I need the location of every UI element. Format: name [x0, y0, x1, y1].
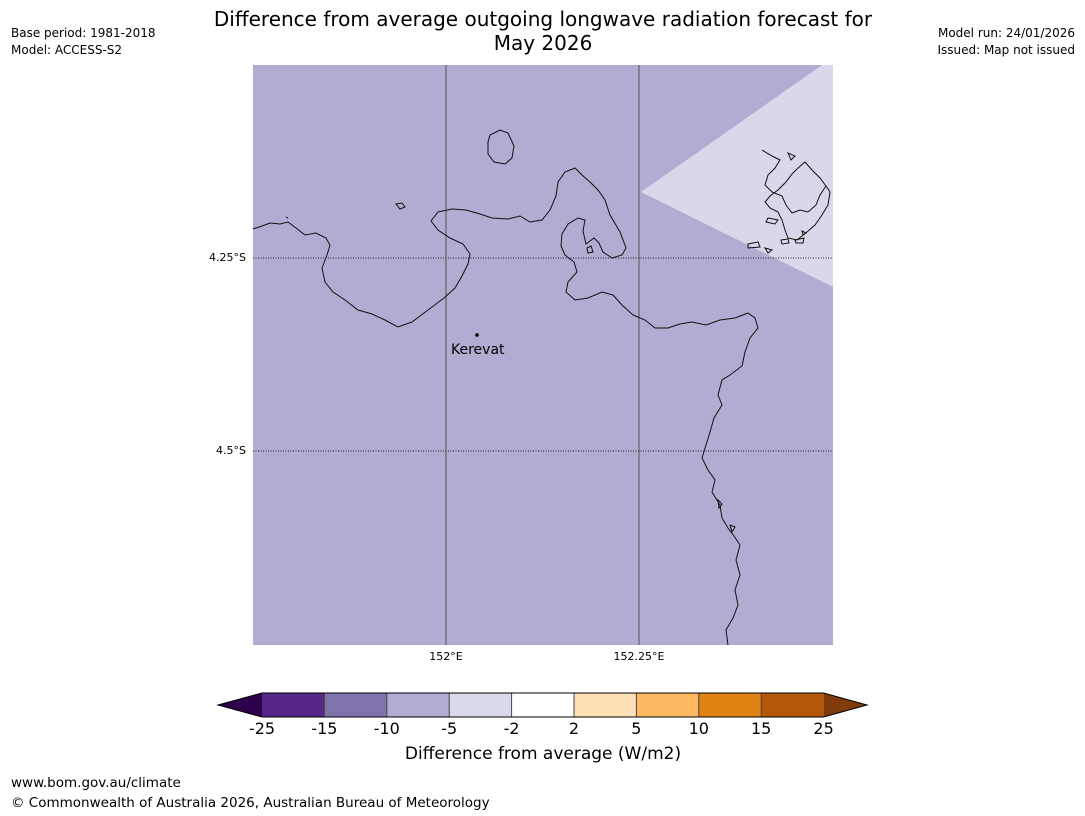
colorbar-tick: -5 [441, 719, 458, 738]
colorbar-dividers [323, 693, 762, 717]
lat-label-4-25s: 4.25°S [209, 251, 246, 264]
colorbar-tick: 15 [751, 719, 772, 738]
islet-coast-1 [717, 498, 723, 510]
footer-url[interactable]: www.bom.gov.au/climate [11, 775, 181, 791]
colorbar-tick: -15 [311, 719, 338, 738]
metadata-left: Base period: 1981-2018 Model: ACCESS-S2 [11, 25, 156, 59]
islet-ne-7 [787, 152, 796, 161]
islet-ne-5 [794, 237, 805, 244]
map-title: Difference from average outgoing longwav… [193, 7, 893, 55]
colorbar-outline [216, 692, 869, 718]
colorbar-swatch-4 [449, 693, 512, 717]
islet-ne-1 [765, 217, 779, 225]
colorbar-tick: -25 [248, 719, 276, 738]
island-north [487, 129, 515, 165]
colorbar-swatch-7 [636, 693, 699, 717]
colorbar-tick: 25 [813, 719, 834, 738]
lon-label-152-25e: 152.25°E [613, 650, 665, 663]
lon-label-152e: 152°E [429, 650, 463, 663]
islet-ne-3 [763, 247, 774, 254]
colorbar-swatch-3 [386, 693, 450, 717]
colorbar-title: Difference from average (W/m2) [404, 744, 682, 764]
islet-ne-2 [747, 241, 761, 249]
colorbar-extend-low [218, 693, 262, 717]
issued-status: Issued: Map not issued [937, 43, 1075, 57]
colorbar-swatch-5 [511, 693, 574, 717]
metadata-right: Model run: 24/01/2026 Issued: Map not is… [937, 25, 1075, 59]
islet-ne-4 [780, 238, 790, 245]
model-name: Model: ACCESS-S2 [11, 43, 123, 57]
colorbar-swatches [218, 693, 867, 717]
colorbar-extend-high [823, 693, 867, 717]
colorbar-swatch-9 [761, 693, 824, 717]
colorbar-swatch-2 [324, 693, 387, 717]
islet-ne-6 [801, 230, 807, 236]
model-run: Model run: 24/01/2026 [937, 26, 1075, 40]
footer-copyright: © Commonwealth of Australia 2026, Austra… [11, 795, 490, 811]
islet-bay [586, 245, 594, 254]
colorbar-tick: 10 [688, 719, 709, 738]
coastline-main [252, 167, 759, 646]
title-line-1: Difference from average outgoing longwav… [213, 7, 873, 31]
base-period: Base period: 1981-2018 [11, 26, 156, 40]
title-line-2: May 2026 [493, 31, 593, 55]
anomaly-patch [641, 65, 833, 287]
colorbar [216, 692, 869, 718]
place-marker-kerevat [475, 333, 479, 337]
place-label-kerevat: Kerevat [451, 342, 505, 358]
coastline [252, 129, 831, 646]
lat-label-4-5s: 4.5°S [216, 444, 246, 457]
map-panel [252, 65, 833, 646]
island-small-west [395, 202, 406, 210]
colorbar-swatch-6 [574, 693, 637, 717]
islet-west [285, 216, 289, 219]
islands-northeast [761, 149, 831, 241]
colorbar-swatch-8 [698, 693, 762, 717]
colorbar-swatch-1 [262, 693, 325, 717]
colorbar-tick: -10 [373, 719, 400, 738]
colorbar-tick: 2 [568, 719, 580, 738]
colorbar-tick: 5 [631, 719, 642, 738]
colorbar-tick: -2 [503, 719, 520, 738]
islet-coast-2 [729, 524, 736, 534]
